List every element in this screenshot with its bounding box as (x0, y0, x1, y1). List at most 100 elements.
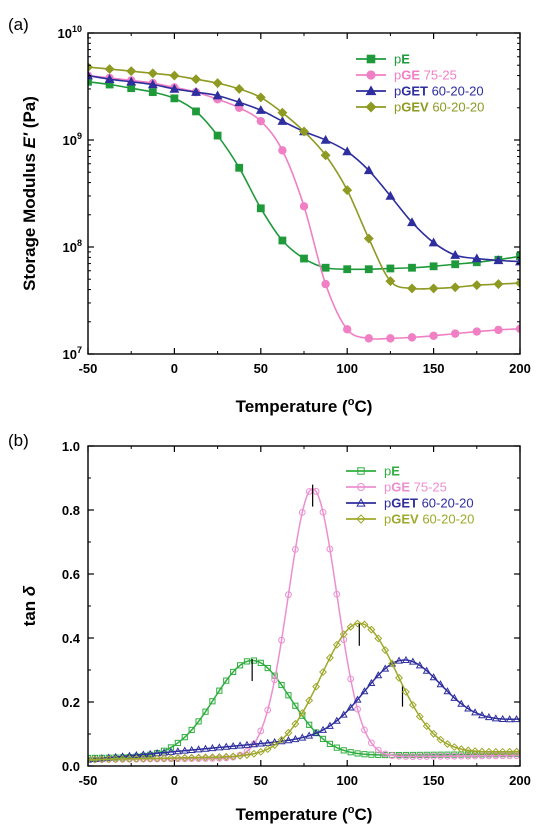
legend-label: pE (384, 464, 400, 479)
data-point (191, 87, 201, 96)
x-tick-label: -50 (79, 361, 98, 376)
data-point (478, 747, 486, 756)
data-point (347, 749, 354, 756)
data-point (333, 744, 340, 751)
data-point (360, 620, 369, 629)
data-point (243, 740, 251, 748)
data-point (401, 655, 410, 664)
data-point (181, 734, 188, 741)
chart-panel-a: (a) -50 0 50 100 150 200 107 108 109 1010 Temperatu… (8, 15, 531, 416)
data-point (450, 282, 461, 293)
data-point (408, 657, 417, 665)
data-point (505, 747, 514, 756)
data-point (451, 329, 460, 338)
data-point (471, 747, 480, 756)
data-point (367, 625, 376, 634)
data-point (147, 68, 158, 79)
data-point (450, 743, 459, 752)
data-point (512, 747, 520, 756)
data-point (326, 740, 334, 748)
data-point (169, 83, 180, 93)
x-tick-label: 150 (423, 361, 445, 376)
data-point (215, 754, 223, 762)
data-point (428, 237, 439, 247)
series-pe (88, 657, 520, 762)
data-point (319, 668, 327, 677)
data-point (464, 704, 473, 712)
y-tick-label: 0.6 (62, 567, 80, 582)
data-point (104, 755, 113, 764)
data-point (215, 753, 224, 761)
data-point (299, 126, 309, 137)
data-point (429, 729, 438, 738)
data-point (478, 711, 486, 719)
legend-marker (365, 85, 377, 96)
data-point (332, 640, 341, 649)
data-point (361, 726, 368, 734)
plot-area (88, 62, 520, 343)
x-tick-label: -50 (79, 773, 98, 788)
data-point (515, 256, 520, 266)
data-point (222, 754, 230, 762)
data-point (443, 687, 452, 695)
x-tick-label: 100 (336, 773, 358, 788)
legend-label: pGEV 60-20-20 (394, 100, 484, 115)
legend-marker (357, 467, 365, 475)
legend-item: pGE 75-25 (356, 68, 457, 83)
y-tick-label: 108 (63, 238, 82, 255)
x-axis-title: Temperature (oC) (236, 396, 373, 416)
y-tick-label: 1010 (58, 24, 82, 41)
data-point (201, 753, 210, 762)
data-point (386, 334, 395, 343)
data-point (208, 743, 217, 752)
data-point (132, 750, 141, 759)
data-point (104, 64, 115, 75)
y-tick-label: 0.2 (62, 695, 80, 710)
data-point (450, 752, 458, 760)
data-point (188, 726, 195, 734)
data-point (471, 752, 479, 760)
data-point (374, 634, 383, 643)
data-point (312, 729, 321, 737)
data-point (104, 74, 115, 83)
data-point (90, 754, 99, 762)
data-point (493, 279, 504, 290)
data-point (471, 708, 480, 716)
data-point (256, 739, 265, 747)
data-point (409, 753, 417, 760)
data-point (342, 146, 353, 156)
data-point (342, 185, 353, 196)
data-point (166, 754, 175, 763)
data-point (319, 508, 327, 516)
data-point (263, 745, 272, 754)
data-point (125, 754, 134, 763)
data-point (457, 699, 466, 707)
data-point (320, 150, 331, 161)
legend-marker (356, 498, 366, 507)
data-point (270, 741, 279, 750)
data-point (408, 701, 417, 709)
data-point (255, 105, 266, 114)
data-point (388, 659, 397, 667)
data-point (209, 698, 216, 705)
y-axis-title: Storage Modulus E' (Pa) (20, 96, 39, 291)
data-point (160, 747, 168, 754)
legend-marker (366, 70, 376, 80)
data-point (234, 83, 245, 94)
data-point (374, 746, 382, 754)
data-point (234, 97, 245, 107)
x-tick-label: 100 (336, 361, 358, 376)
data-point (305, 731, 314, 739)
data-point (284, 736, 293, 744)
data-point (118, 755, 127, 763)
data-point (299, 202, 309, 211)
legend-marker (357, 483, 365, 491)
series-pgev (88, 619, 520, 764)
data-point (291, 734, 300, 743)
legend-item: pE (356, 52, 410, 67)
data-point (191, 74, 201, 85)
data-point (174, 739, 181, 747)
data-point (484, 747, 493, 756)
legend-item: pGEV 60-20-20 (346, 512, 474, 527)
